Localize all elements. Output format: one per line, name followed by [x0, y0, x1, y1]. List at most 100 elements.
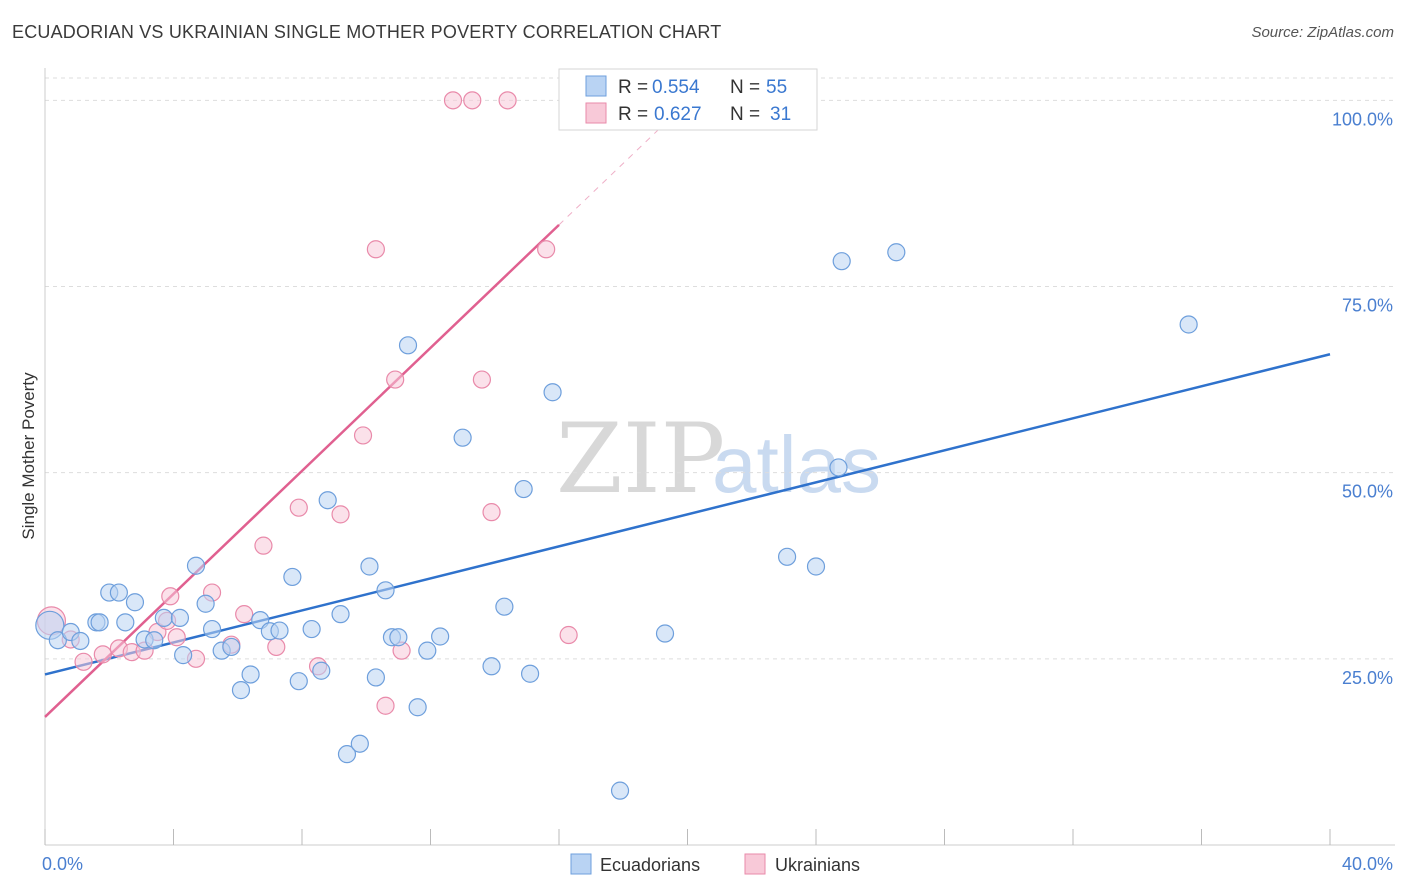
ecuadorian-point [398, 336, 418, 355]
y-tick-label: 100.0% [1332, 109, 1393, 129]
legend-swatch-ecuadorians [585, 75, 607, 97]
ecuadorian-point [829, 458, 848, 477]
ecuadorian-point [222, 637, 241, 657]
ukrainian-point [463, 91, 482, 110]
ukrainian-point [386, 370, 405, 389]
ecuadorian-point [48, 631, 67, 650]
ecuadorian-point [389, 628, 408, 647]
ukrainian-point [366, 240, 385, 259]
legend-r-label: R = [618, 77, 648, 98]
ecuadorian-point [116, 613, 135, 632]
ecuadorian-point [196, 594, 215, 613]
y-tick-label: 75.0% [1342, 296, 1393, 316]
ukrainian-point [289, 498, 308, 517]
ukrainian-point [482, 503, 501, 522]
x-tick-label: 0.0% [42, 854, 83, 874]
ecuadorian-point [186, 556, 206, 575]
ukrainian-point [331, 505, 350, 524]
ukrainian-point [167, 628, 186, 647]
legend-r-value: 0.554 [652, 77, 700, 98]
legend-r-value: 0.627 [654, 104, 702, 125]
ecuadorian-point [170, 608, 190, 627]
axes [44, 68, 1395, 846]
ecuadorian-point [806, 557, 826, 576]
ukrainian-point [254, 536, 273, 555]
ukrainian-point [267, 637, 286, 657]
bottom-legend-label-ecuadorians: Ecuadorians [600, 855, 700, 875]
ukrainian-point [498, 91, 517, 110]
ecuadorian-point [418, 641, 437, 660]
ukrainian-point [443, 91, 463, 110]
legend-swatch-ukrainians [585, 102, 607, 124]
ukrainians-trend-line [44, 223, 560, 718]
ukrainian-point [353, 426, 373, 445]
y-tick-label: 50.0% [1342, 482, 1393, 502]
x-tick-label: 40.0% [1342, 854, 1393, 874]
ecuadorian-point [520, 664, 540, 683]
bottom-legend: Ecuadorians Ukrainians [570, 853, 860, 875]
ecuadorian-point [270, 621, 289, 640]
bottom-legend-label-ukrainians: Ukrainians [775, 855, 860, 875]
ecuadorian-point [312, 661, 331, 680]
ecuadorian-point [777, 547, 797, 566]
ecuadorian-point [376, 581, 395, 600]
ecuadorian-point [431, 627, 450, 646]
watermark-atlas: atlas [712, 420, 881, 509]
ecuadorian-point [350, 734, 369, 753]
bottom-legend-swatch-ukrainians [744, 853, 766, 875]
ecuadorian-point [495, 597, 514, 616]
ecuadorian-point [283, 567, 302, 587]
ukrainian-point [93, 645, 112, 664]
ecuadorian-point [109, 583, 128, 602]
ecuadorian-point [318, 491, 337, 510]
legend-n-label: N = [730, 77, 760, 98]
ukrainian-point [559, 625, 578, 645]
data-points [35, 91, 1198, 800]
ecuadorian-point [289, 672, 308, 691]
ukrainian-point [472, 370, 491, 389]
legend-n-value: 55 [766, 77, 787, 98]
ecuadorian-point [832, 252, 851, 271]
source-credit: Source: ZipAtlas.com [1251, 24, 1394, 41]
ecuadorian-point [174, 646, 193, 665]
legend-n-label: N = [730, 104, 760, 125]
ecuadorian-point [887, 243, 906, 262]
ecuadorian-point [202, 619, 222, 639]
ecuadorian-point [655, 624, 675, 643]
legend: R = 0.554 N = 55 R = 0.627 N = 31 [558, 68, 818, 131]
ecuadorian-point [1179, 315, 1198, 334]
ecuadorian-point [302, 619, 321, 639]
ukrainian-point [74, 652, 93, 671]
ecuadorian-point [125, 593, 145, 612]
ecuadorian-point [337, 745, 357, 764]
ukrainian-point [161, 587, 180, 606]
legend-n-value: 31 [770, 104, 791, 125]
ecuadorian-point [241, 665, 260, 684]
ecuadorian-point [366, 668, 385, 687]
grid-lines [45, 77, 1395, 660]
ukrainian-point [235, 605, 254, 624]
ecuadorian-point [482, 657, 501, 676]
ecuadorian-point [360, 557, 379, 576]
ecuadorian-point [90, 613, 109, 632]
ecuadorian-point [231, 681, 251, 700]
ecuadorian-point [543, 383, 562, 402]
ukrainian-point [537, 240, 556, 259]
ecuadorian-point [514, 479, 533, 499]
ecuadorian-point [453, 428, 472, 447]
bottom-legend-swatch-ecuadorians [570, 853, 592, 875]
legend-r-label: R = [618, 104, 648, 125]
y-axis-title: Single Mother Poverty [19, 372, 38, 540]
ecuadorian-point [331, 605, 350, 624]
ukrainian-point [376, 696, 395, 715]
ecuadorian-point [610, 781, 630, 800]
watermark-zip: ZIP [556, 403, 725, 515]
ecuadorian-point [145, 631, 164, 650]
chart-title: ECUADORIAN VS UKRAINIAN SINGLE MOTHER PO… [12, 22, 722, 42]
tick-labels: 25.0% 50.0% 75.0% 100.0% 0.0% 40.0% [42, 109, 1393, 874]
y-tick-label: 25.0% [1342, 668, 1393, 688]
ecuadorian-point [71, 631, 90, 651]
ecuadorian-point [154, 608, 173, 627]
ecuadorian-point [408, 698, 427, 717]
